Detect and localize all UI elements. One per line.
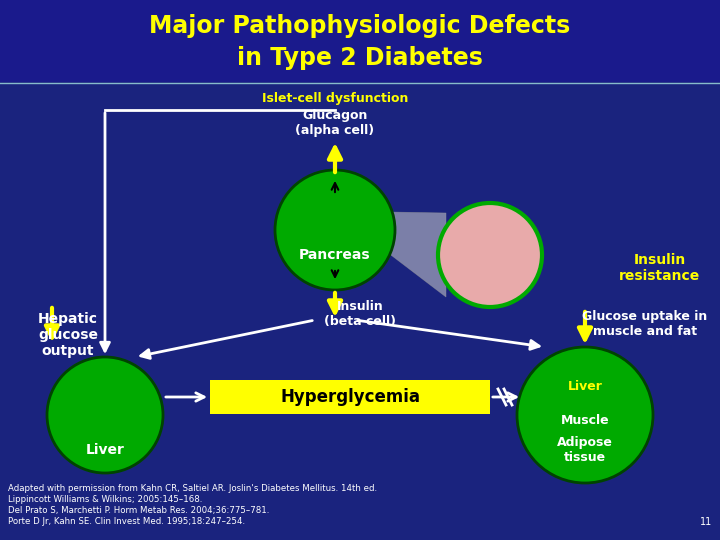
Text: Major Pathophysiologic Defects: Major Pathophysiologic Defects [149,14,571,38]
Text: Insulin
(beta cell): Insulin (beta cell) [324,300,396,328]
Circle shape [275,170,395,290]
Text: Adipose
tissue: Adipose tissue [557,436,613,464]
Text: Islet-cell dysfunction: Islet-cell dysfunction [262,92,408,105]
Text: Del Prato S, Marchetti P. Horm Metab Res. 2004;36:775–781.: Del Prato S, Marchetti P. Horm Metab Res… [8,506,269,515]
Text: in Type 2 Diabetes: in Type 2 Diabetes [237,46,483,70]
Circle shape [517,347,653,483]
Text: Lippincott Williams & Wilkins; 2005:145–168.: Lippincott Williams & Wilkins; 2005:145–… [8,495,202,504]
Bar [0,0,720,82]
Polygon shape [387,212,446,297]
Text: Adapted with permission from Kahn CR, Saltiel AR. Joslin's Diabetes Mellitus. 14: Adapted with permission from Kahn CR, Sa… [8,484,377,493]
Circle shape [438,203,542,307]
Text: Glucose uptake in
muscle and fat: Glucose uptake in muscle and fat [582,310,708,338]
Text: Glucagon
(alpha cell): Glucagon (alpha cell) [295,109,374,137]
Text: Insulin
resistance: Insulin resistance [619,253,701,283]
Text: Hyperglycemia: Hyperglycemia [280,388,420,406]
Text: Muscle: Muscle [561,414,609,427]
Text: Pancreas: Pancreas [300,248,371,262]
FancyBboxPatch shape [210,380,490,414]
Text: Liver: Liver [86,443,125,457]
Text: Liver: Liver [567,381,603,394]
Text: Hepatic
glucose
output: Hepatic glucose output [38,312,98,359]
Text: Porte D Jr, Kahn SE. Clin Invest Med. 1995;18:247–254.: Porte D Jr, Kahn SE. Clin Invest Med. 19… [8,517,245,526]
Circle shape [47,357,163,473]
Text: 11: 11 [700,517,712,527]
